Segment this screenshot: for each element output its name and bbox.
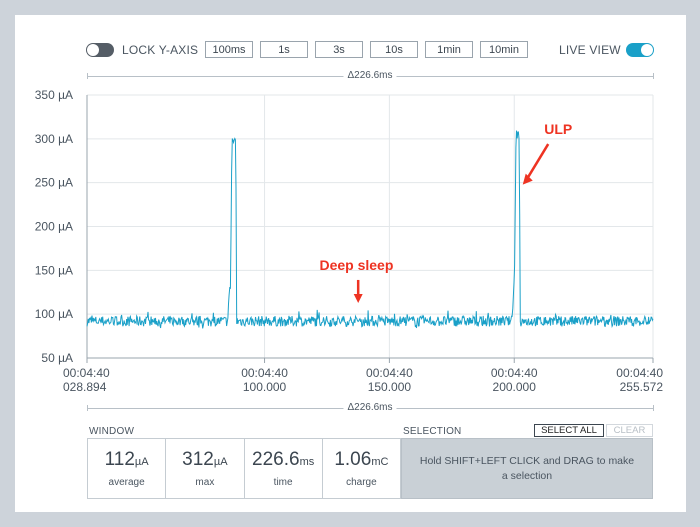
window-3s-button[interactable]: 3s	[315, 41, 363, 58]
chart-annotations: ULP Deep sleep	[319, 121, 572, 303]
stat-unit: ms	[299, 456, 315, 468]
stat-charge: 1.06mC charge	[323, 439, 400, 498]
y-tick-label: 50 µA	[41, 351, 73, 365]
stat-label: average	[108, 477, 145, 488]
stat-value: 1.06mC	[334, 449, 388, 473]
window-1s-button[interactable]: 1s	[260, 41, 308, 58]
x-tick-label-ms: 150.000	[368, 380, 412, 394]
x-tick-label-ms: 255.572	[620, 380, 664, 394]
stat-unit: µA	[213, 456, 228, 468]
live-view-toggle[interactable]	[626, 43, 654, 57]
stat-number: 1.06	[334, 449, 372, 470]
x-tick-label-time: 00:04:40	[241, 366, 288, 380]
x-tick-label-time: 00:04:40	[616, 366, 663, 380]
selection-hint: Hold SHIFT+LEFT CLICK and DRAG to make a…	[419, 454, 635, 482]
x-tick-label-time: 00:04:40	[366, 366, 413, 380]
stat-label: charge	[346, 477, 377, 488]
delta-tick	[87, 405, 88, 411]
power-profiler-panel: LOCK Y-AXIS 100ms 1s 3s 10s 1min 10min L…	[15, 15, 686, 512]
selection-info-box: Hold SHIFT+LEFT CLICK and DRAG to make a…	[401, 438, 653, 499]
lock-y-axis-label: LOCK Y-AXIS	[122, 43, 199, 57]
toggle-knob	[87, 44, 99, 56]
window-stats: 112µA average 312µA max 226.6ms time 1.0…	[87, 438, 401, 499]
x-tick-label-time: 00:04:40	[491, 366, 538, 380]
current-trace-line	[86, 130, 654, 329]
stat-label: time	[273, 477, 293, 488]
stat-average: 112µA average	[88, 439, 167, 498]
chart-grid	[86, 94, 654, 359]
annotation-arrow-ulp	[523, 143, 550, 184]
x-tick-label-ms: 200.000	[493, 380, 537, 394]
live-view-label: LIVE VIEW	[559, 43, 621, 57]
stat-label: max	[195, 477, 215, 488]
annotation-deep-sleep: Deep sleep	[319, 257, 393, 273]
toggle-knob	[641, 44, 653, 56]
window-10s-button[interactable]: 10s	[370, 41, 418, 58]
current-chart[interactable]: 50 µA 100 µA 150 µA 200 µA 250 µA 300 µA 350 µ…	[15, 15, 686, 415]
x-tick-label-ms: 028.894	[63, 380, 107, 394]
stat-number: 226.6	[252, 449, 300, 470]
y-tick-label: 350 µA	[35, 88, 73, 102]
stat-max: 312µA max	[166, 439, 245, 498]
stat-value: 112µA	[105, 449, 149, 473]
stat-time: 226.6ms time	[245, 439, 323, 498]
window-10min-button[interactable]: 10min	[480, 41, 528, 58]
delta-time-bottom: Δ226.6ms	[343, 402, 397, 413]
stat-unit: mC	[371, 456, 389, 468]
clear-button[interactable]: CLEAR	[606, 424, 653, 437]
stat-value: 312µA	[182, 449, 227, 473]
x-axis-ticks: 00:04:40028.89400:04:40100.00000:04:4015…	[63, 358, 663, 394]
y-tick-label: 100 µA	[35, 307, 73, 321]
lock-y-axis-toggle[interactable]	[86, 43, 114, 57]
stat-value: 226.6ms	[252, 449, 314, 473]
y-tick-label: 150 µA	[35, 263, 73, 277]
chart-toolbar: LOCK Y-AXIS 100ms 1s 3s 10s 1min 10min L…	[15, 15, 686, 85]
delta-tick	[87, 73, 88, 79]
y-axis-ticks: 50 µA 100 µA 150 µA 200 µA 250 µA 300 µA 350 µ…	[35, 88, 73, 365]
stat-number: 312	[182, 449, 214, 470]
annotation-ulp: ULP	[544, 121, 572, 137]
x-tick-label-time: 00:04:40	[63, 366, 110, 380]
x-tick-label-ms: 100.000	[243, 380, 287, 394]
window-100ms-button[interactable]: 100ms	[205, 41, 253, 58]
y-tick-label: 300 µA	[35, 132, 73, 146]
annotation-arrowhead-deep-sleep	[353, 293, 363, 303]
window-section-label: WINDOW	[89, 426, 135, 437]
select-all-button[interactable]: SELECT ALL	[534, 424, 604, 437]
window-1min-button[interactable]: 1min	[425, 41, 473, 58]
delta-time-top: Δ226.6ms	[343, 70, 397, 81]
stat-number: 112	[104, 449, 135, 470]
selection-section-label: SELECTION	[403, 426, 462, 437]
delta-tick	[653, 73, 654, 79]
y-tick-label: 250 µA	[35, 176, 73, 190]
stat-unit: µA	[134, 456, 149, 468]
y-tick-label: 200 µA	[35, 220, 73, 234]
delta-tick	[653, 405, 654, 411]
annotation-arrowhead-ulp	[522, 173, 533, 185]
